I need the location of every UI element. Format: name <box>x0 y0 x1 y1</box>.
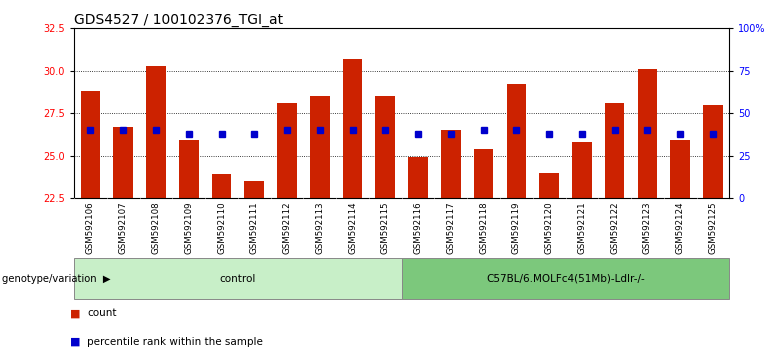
Bar <box>408 158 428 198</box>
Text: GDS4527 / 100102376_TGI_at: GDS4527 / 100102376_TGI_at <box>74 13 283 27</box>
Bar <box>211 175 232 198</box>
Text: ■: ■ <box>70 337 81 347</box>
Bar <box>572 142 592 198</box>
Text: GSM592112: GSM592112 <box>282 201 292 254</box>
Text: GSM592108: GSM592108 <box>151 201 161 254</box>
Text: GSM592118: GSM592118 <box>479 201 488 254</box>
Bar <box>473 149 494 198</box>
Text: GSM592114: GSM592114 <box>348 201 357 254</box>
Text: genotype/variation  ▶: genotype/variation ▶ <box>2 274 110 284</box>
Bar <box>506 84 526 198</box>
Text: GSM592111: GSM592111 <box>250 201 259 254</box>
Bar <box>80 91 101 198</box>
Bar <box>670 141 690 198</box>
Text: GSM592116: GSM592116 <box>413 201 423 254</box>
Text: GSM592121: GSM592121 <box>577 201 587 254</box>
Bar <box>146 66 166 198</box>
Text: GSM592124: GSM592124 <box>675 201 685 254</box>
Bar <box>703 105 723 198</box>
Bar <box>441 130 461 198</box>
Bar <box>74 258 402 299</box>
Bar <box>539 173 559 198</box>
Bar <box>244 181 264 198</box>
Bar <box>277 103 297 198</box>
Bar <box>179 141 199 198</box>
Text: GSM592117: GSM592117 <box>446 201 456 254</box>
Text: GSM592107: GSM592107 <box>119 201 128 254</box>
Text: count: count <box>87 308 117 318</box>
Text: GSM592115: GSM592115 <box>381 201 390 254</box>
Text: GSM592120: GSM592120 <box>544 201 554 254</box>
Text: GSM592123: GSM592123 <box>643 201 652 254</box>
Text: ■: ■ <box>70 308 81 318</box>
Text: GSM592109: GSM592109 <box>184 201 193 254</box>
Text: GSM592119: GSM592119 <box>512 201 521 254</box>
Text: GSM592125: GSM592125 <box>708 201 718 254</box>
Bar <box>604 103 625 198</box>
Text: control: control <box>220 274 256 284</box>
Text: C57BL/6.MOLFc4(51Mb)-Ldlr-/-: C57BL/6.MOLFc4(51Mb)-Ldlr-/- <box>486 274 645 284</box>
Bar <box>113 127 133 198</box>
Bar <box>402 258 729 299</box>
Bar <box>375 96 395 198</box>
Bar <box>310 96 330 198</box>
Text: percentile rank within the sample: percentile rank within the sample <box>87 337 263 347</box>
Text: GSM592110: GSM592110 <box>217 201 226 254</box>
Bar <box>637 69 658 198</box>
Bar <box>342 59 363 198</box>
Text: GSM592106: GSM592106 <box>86 201 95 254</box>
Text: GSM592122: GSM592122 <box>610 201 619 254</box>
Text: GSM592113: GSM592113 <box>315 201 324 254</box>
